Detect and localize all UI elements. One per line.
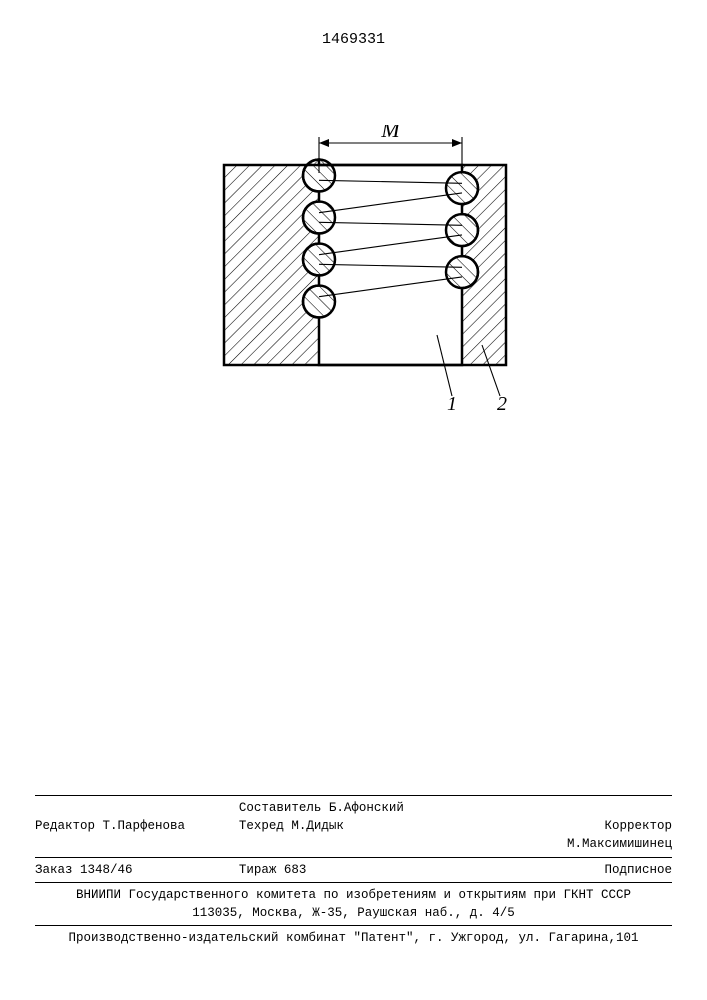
order-number: 1348/46 [80, 863, 133, 877]
editor-label: Редактор [35, 819, 95, 833]
techred-name: М.Дидык [291, 819, 344, 833]
svg-text:М: М [380, 125, 401, 142]
technical-diagram: М 1 2 [210, 125, 520, 450]
patent-number: 1469331 [0, 31, 707, 48]
techred-label: Техред [239, 819, 284, 833]
corrector-label: Корректор [604, 819, 672, 833]
editor-name: Т.Парфенова [103, 819, 186, 833]
tirazh-label: Тираж [239, 863, 277, 877]
org-line2: 113035, Москва, Ж-35, Раушская наб., д. … [35, 904, 672, 922]
composer-name: Б.Афонский [329, 801, 404, 815]
org-line1: ВНИИПИ Государственного комитета по изоб… [35, 886, 672, 904]
svg-text:2: 2 [497, 393, 507, 415]
imprint-footer: Составитель Б.Афонский Редактор Т.Парфен… [35, 792, 672, 947]
svg-text:1: 1 [447, 393, 457, 415]
corrector-name: М.Максимишинец [567, 837, 672, 851]
tirazh-number: 683 [284, 863, 307, 877]
order-label: Заказ [35, 863, 73, 877]
composer-label: Составитель [239, 801, 322, 815]
subscription: Подписное [604, 863, 672, 877]
press-line: Производственно-издательский комбинат "П… [35, 929, 672, 947]
